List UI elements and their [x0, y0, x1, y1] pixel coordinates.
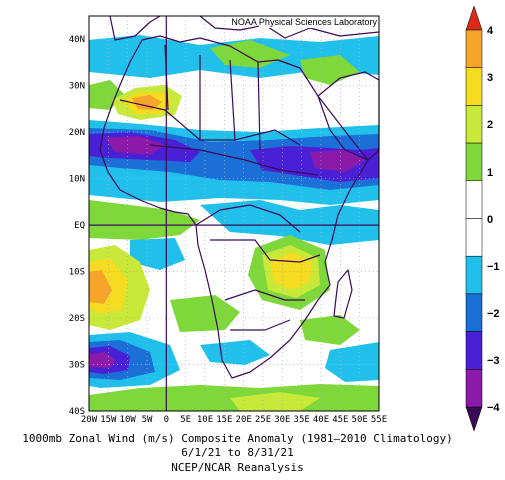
lat-tick-label: 20S [69, 314, 85, 324]
colorbar-label: 0 [487, 214, 493, 226]
lat-tick-label: 10N [69, 175, 85, 185]
colorbar-label: 4 [487, 25, 494, 37]
caption-dates: 6/1/21 to 8/31/21 [181, 446, 294, 459]
lon-tick-label: 5E [180, 415, 191, 425]
colorbar-label: −1 [487, 261, 500, 273]
colorbar-label: −3 [487, 355, 500, 367]
lat-tick-label: 40N [69, 35, 85, 45]
colorbar-label: 1 [487, 167, 493, 179]
lat-tick-label: 10S [69, 268, 85, 278]
colorbar-segment [465, 180, 483, 219]
madagascar-coastline [333, 269, 353, 319]
anomaly-blob [132, 95, 162, 110]
colorbar-label: −4 [487, 402, 500, 414]
colorbar-labels: 4 3 2 1 0 −1 −2 −3 −4 [487, 25, 500, 414]
lon-tick-label: 35E [294, 415, 310, 425]
anomaly-blob [130, 238, 185, 270]
lat-tick-label: 30N [69, 82, 85, 92]
colorbar-label: −2 [487, 308, 500, 320]
colorbar-segment [465, 369, 483, 408]
lon-tick-label: 20W [81, 415, 98, 425]
lon-tick-label: 50E [352, 415, 368, 425]
credit-box [259, 17, 378, 28]
lon-tick-label: 55E [371, 415, 387, 425]
caption-title: 1000mb Zonal Wind (m/s) Composite Anomal… [22, 432, 453, 445]
lon-tick-label: 40E [313, 415, 329, 425]
colorbar-top-triangle [465, 5, 483, 31]
colorbar-segments [465, 29, 483, 408]
lon-tick-label: 0 [164, 415, 169, 425]
anomaly-blob [170, 295, 240, 332]
colorbar-label: 3 [487, 72, 493, 84]
lon-tick-label: 10W [120, 415, 137, 425]
anomaly-blob [89, 200, 200, 240]
colorbar-label: 2 [487, 119, 493, 131]
lat-tick-label: 30S [69, 361, 85, 371]
lat-tick-label: EQ [74, 221, 85, 231]
anomaly-blob [230, 392, 320, 411]
lon-tick-label: 5W [142, 415, 153, 425]
lat-tick-labels: 40N 30N 20N 10N EQ 10S 20S 30S 40S [69, 35, 85, 417]
colorbar: 4 3 2 1 0 −1 −2 −3 −4 [465, 5, 500, 432]
lat-tick-label: 40S [69, 407, 85, 417]
anomaly-blob [310, 150, 365, 172]
anomaly-blob [200, 340, 270, 365]
plot-frame [88, 15, 380, 412]
colorbar-bottom-triangle [465, 406, 483, 432]
anomaly-blob [325, 342, 379, 382]
lon-tick-label: 15E [216, 415, 232, 425]
colorbar-segment [465, 255, 483, 295]
colorbar-segment [465, 142, 483, 182]
lon-tick-labels: 20W 15W 10W 5W 0 5E 10E 15E 20E 25E 30E 35E 40E 45E 50… [81, 415, 387, 425]
colorbar-segment [465, 331, 483, 370]
lon-tick-label: 30E [274, 415, 290, 425]
anomaly-blob [89, 352, 116, 368]
lon-tick-label: 20E [236, 415, 252, 425]
caption-source: NCEP/NCAR Reanalysis [171, 461, 304, 474]
anomaly-blob [89, 270, 112, 304]
anomaly-blob [300, 315, 360, 345]
colorbar-segment [465, 29, 483, 68]
anomaly-blob [300, 55, 360, 85]
europe-coastline [199, 15, 380, 39]
lon-tick-label: 45E [332, 415, 348, 425]
lat-tick-label: 20N [69, 128, 85, 138]
europe-coastline [109, 15, 161, 41]
colorbar-segment [465, 105, 483, 144]
lon-tick-label: 15W [100, 415, 117, 425]
colorbar-segment [465, 218, 483, 257]
lon-tick-label: 10E [197, 415, 213, 425]
africa-coastline [99, 35, 369, 379]
colorbar-segment [465, 293, 483, 332]
colorbar-segment [465, 67, 483, 106]
credit-text: NOAA Physical Sciences Laboratory [231, 17, 377, 27]
plot-area: NOAA Physical Sciences Laboratory [88, 15, 380, 412]
anomaly-blob [105, 136, 165, 155]
lon-tick-label: 25E [255, 415, 271, 425]
